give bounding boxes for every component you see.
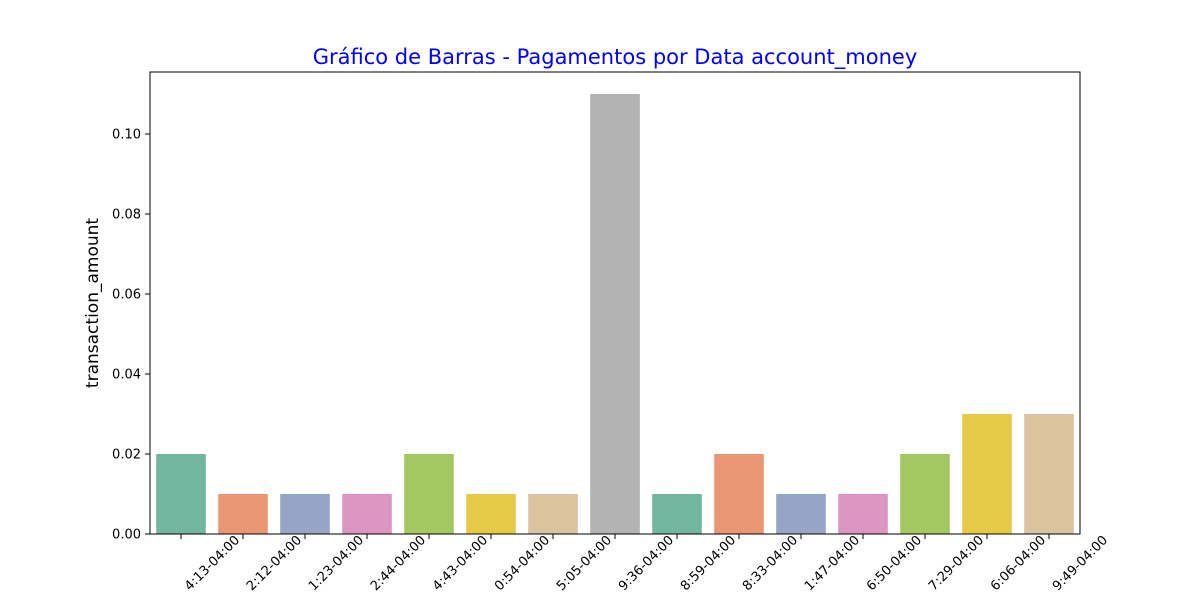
x-tick-label: 8:59-04:00 <box>678 533 739 594</box>
x-tick-label: 1:23-04:00 <box>306 533 367 594</box>
bar <box>776 494 826 534</box>
y-tick-label: 0.10 <box>112 128 141 143</box>
x-tick-label: 4:13-04:00 <box>182 533 243 594</box>
y-tick-label: 0.00 <box>112 528 141 543</box>
x-tick-label: 9:36-04:00 <box>616 533 677 594</box>
bar <box>342 494 392 534</box>
y-tick-label: 0.08 <box>112 208 141 223</box>
bar <box>218 494 268 534</box>
bar <box>1024 414 1074 534</box>
y-tick-label: 0.02 <box>112 448 141 463</box>
bar <box>528 494 578 534</box>
bar <box>838 494 888 534</box>
x-tick-label: 2:44-04:00 <box>368 533 429 594</box>
x-tick-label: 5:05-04:00 <box>554 533 615 594</box>
bar <box>156 454 206 534</box>
bar <box>404 454 454 534</box>
y-axis-ticks: 0.00 0.02 0.04 0.06 0.08 0.10 <box>112 128 150 543</box>
bar <box>280 494 330 534</box>
bar <box>714 454 764 534</box>
bar <box>590 94 640 534</box>
x-tick-label: 0:54-04:00 <box>492 533 553 594</box>
x-tick-label: 8:33-04:00 <box>740 533 801 594</box>
x-tick-label: 1:47-04:00 <box>802 533 863 594</box>
x-tick-label: 7:29-04:00 <box>926 533 987 594</box>
chart-title: Gráfico de Barras - Pagamentos por Data … <box>313 45 918 70</box>
bar <box>466 494 516 534</box>
bar <box>900 454 950 534</box>
bar <box>962 414 1012 534</box>
bars-group <box>156 94 1074 534</box>
x-tick-label: 4:43-04:00 <box>430 533 491 594</box>
bar <box>652 494 702 534</box>
y-tick-label: 0.04 <box>112 368 141 383</box>
y-tick-label: 0.06 <box>112 288 141 303</box>
x-tick-label: 9:49-04:00 <box>1050 533 1111 594</box>
x-axis-ticks: 4:13-04:00 2:12-04:00 1:23-04:00 2:44-04:00… <box>180 533 1111 594</box>
x-tick-label: 6:50-04:00 <box>864 533 925 594</box>
x-tick-label: 6:06-04:00 <box>988 533 1049 594</box>
x-tick-label: 2:12-04:00 <box>244 533 305 594</box>
y-axis-title: transaction_amount <box>83 218 103 388</box>
plot-frame <box>149 71 1081 535</box>
